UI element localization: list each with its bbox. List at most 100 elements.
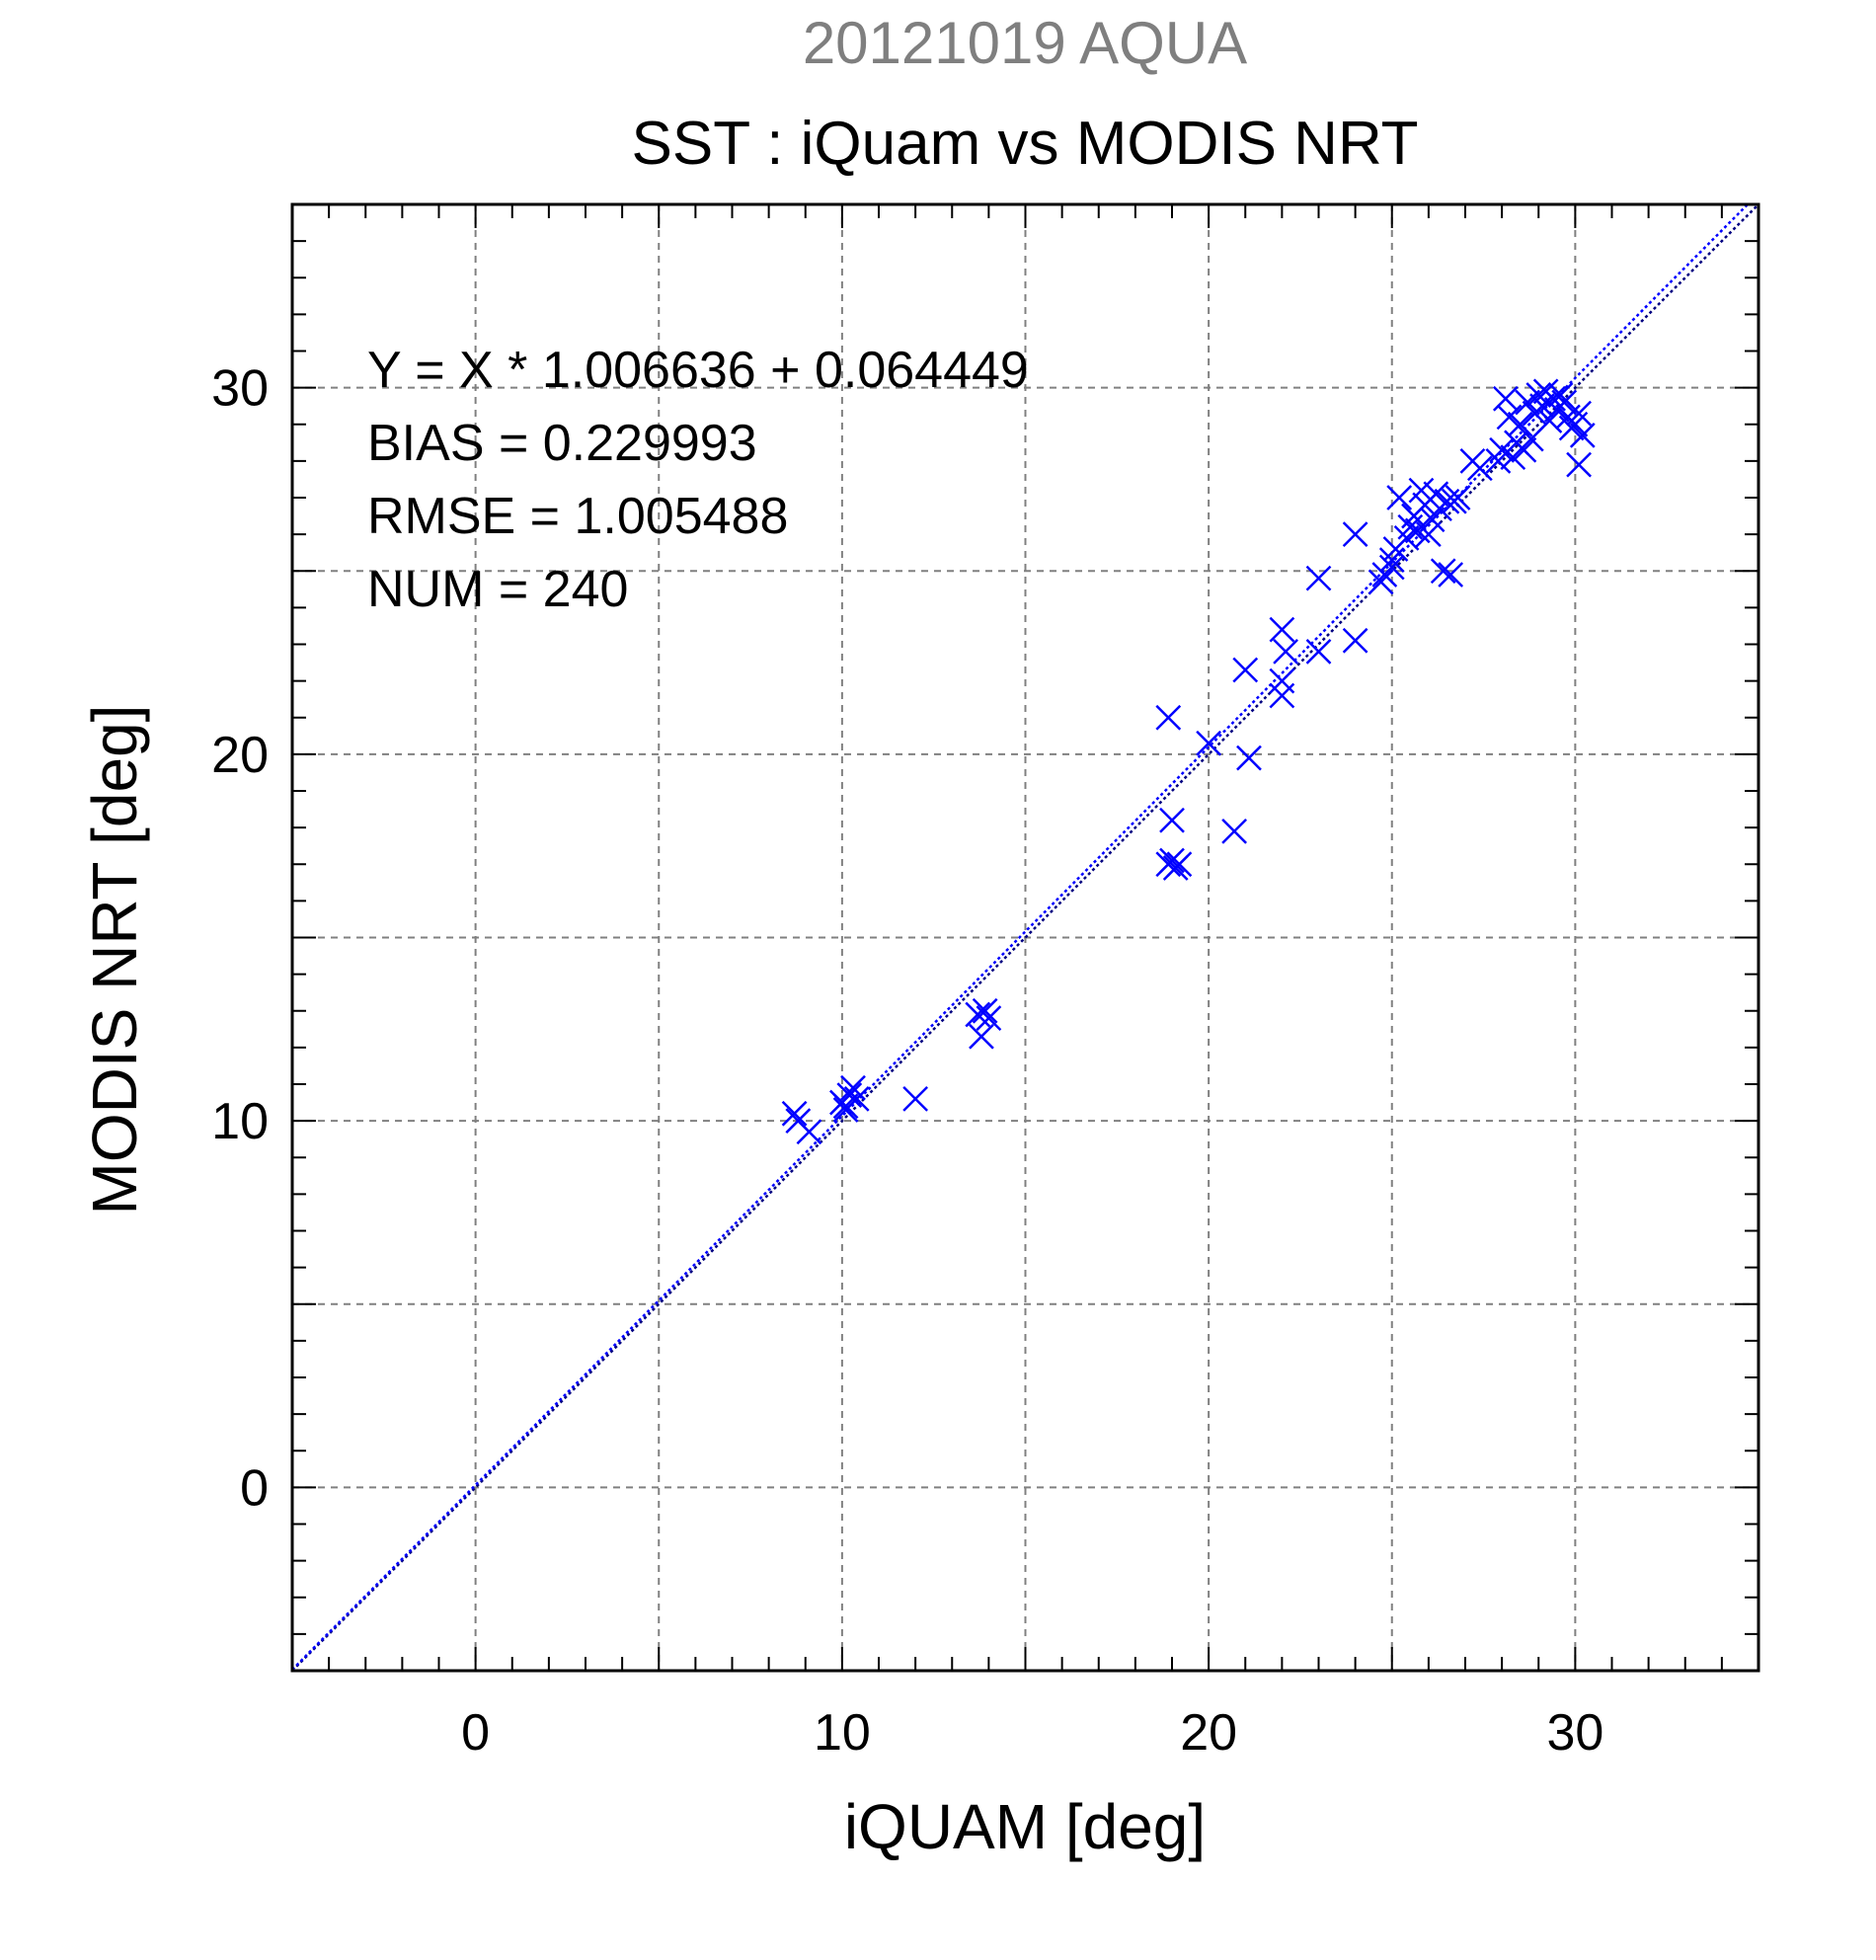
regression-lines	[292, 204, 1759, 1671]
identity-line	[292, 204, 1759, 1671]
y-tick-label: 20	[211, 727, 269, 784]
data-point-stroke	[1511, 436, 1537, 463]
data-point	[976, 1005, 1002, 1032]
data-point	[781, 1100, 808, 1127]
data-point	[1236, 745, 1262, 771]
data-point-stroke	[1419, 507, 1446, 533]
data-point-stroke	[902, 1085, 929, 1112]
data-point-stroke	[796, 1119, 822, 1145]
stats-num: NUM = 240	[367, 561, 628, 618]
data-point	[1529, 393, 1555, 420]
data-point	[1342, 521, 1368, 548]
y-tick-label: 10	[211, 1093, 269, 1150]
data-point-stroke	[1155, 704, 1182, 731]
data-point	[1269, 667, 1295, 694]
stats-rmse: RMSE = 1.005488	[367, 488, 788, 545]
date-title: 20121019 AQUA	[803, 10, 1247, 76]
data-point-stroke	[1430, 558, 1456, 585]
data-point	[1232, 657, 1259, 683]
data-point	[1507, 411, 1533, 437]
data-point-stroke	[1525, 382, 1552, 408]
data-point-stroke	[1547, 382, 1574, 408]
data-point	[1492, 385, 1519, 412]
data-point-stroke	[1404, 517, 1431, 544]
data-point	[1430, 558, 1456, 585]
plot-frame	[290, 202, 1760, 1673]
data-point	[1386, 485, 1413, 510]
data-point-stroke	[1438, 562, 1464, 588]
y-tick-label: 30	[211, 360, 269, 418]
data-point-stroke	[969, 1023, 994, 1050]
data-point-stroke	[1378, 554, 1405, 581]
stats-fit-equation: Y = X * 1.006636 + 0.064449	[367, 342, 1029, 399]
data-point-stroke	[1566, 400, 1592, 427]
data-point	[972, 997, 998, 1024]
data-point	[1273, 639, 1298, 665]
data-point-stroke	[1569, 423, 1596, 448]
data-point	[1445, 485, 1471, 510]
data-point-stroke	[1507, 411, 1533, 437]
data-point	[1155, 704, 1182, 731]
tick-labels: 0 10 20 30 0 10 20 30	[211, 360, 1603, 1762]
data-point-stroke	[1342, 521, 1368, 548]
data-point-stroke	[1269, 616, 1295, 643]
data-point	[1496, 404, 1523, 431]
data-point	[1368, 569, 1394, 595]
data-point	[1551, 389, 1578, 416]
y-axis-label: MODIS NRT [deg]	[79, 705, 150, 1215]
x-tick-label: 20	[1180, 1704, 1237, 1762]
data-point	[1305, 565, 1332, 591]
data-point	[1566, 451, 1592, 478]
stats-bias: BIAS = 0.229993	[367, 415, 757, 472]
data-point-stroke	[972, 997, 998, 1024]
data-point-stroke	[1159, 847, 1185, 874]
data-point-stroke	[1466, 455, 1493, 482]
data-point	[1166, 851, 1193, 878]
x-axis-label: iQUAM [deg]	[844, 1791, 1206, 1862]
y-tick-label: 0	[240, 1459, 269, 1517]
data-point-stroke	[1159, 807, 1185, 833]
data-point	[1159, 807, 1185, 833]
data-point	[1342, 627, 1368, 654]
data-point-stroke	[1305, 565, 1332, 591]
data-point	[1419, 507, 1446, 533]
data-point	[1423, 481, 1449, 508]
data-point-stroke	[1221, 818, 1247, 844]
data-point-stroke	[1529, 393, 1555, 420]
data-point-stroke	[1423, 481, 1449, 508]
x-tick-label: 30	[1546, 1704, 1603, 1762]
data-point	[1511, 436, 1537, 463]
data-point	[843, 1085, 870, 1112]
data-point-stroke	[1305, 639, 1332, 665]
data-point	[1269, 682, 1295, 709]
data-point	[1415, 521, 1442, 548]
data-point-stroke	[1166, 851, 1193, 878]
data-point	[1438, 562, 1464, 588]
data-point	[1466, 455, 1493, 482]
data-point	[902, 1085, 929, 1112]
data-point-stroke	[840, 1074, 866, 1101]
data-points	[781, 378, 1596, 1145]
chart-title: SST : iQuam vs MODIS NRT	[632, 110, 1419, 178]
data-point-stroke	[1445, 485, 1471, 510]
data-point-stroke	[976, 1005, 1002, 1032]
data-point-stroke	[1496, 404, 1523, 431]
data-point-stroke	[781, 1100, 808, 1127]
data-point-stroke	[832, 1093, 859, 1120]
data-point-stroke	[1342, 627, 1368, 654]
data-point-stroke	[1196, 730, 1222, 756]
data-point	[1489, 436, 1516, 463]
data-point-stroke	[1408, 477, 1435, 504]
data-point	[1159, 847, 1185, 874]
stats-annotation: Y = X * 1.006636 + 0.064449 BIAS = 0.229…	[367, 342, 1029, 618]
data-point-stroke	[1551, 389, 1578, 416]
grid-lines	[292, 204, 1759, 1671]
x-tick-label: 0	[461, 1704, 490, 1762]
data-point-stroke	[1566, 451, 1592, 478]
data-point-stroke	[1415, 521, 1442, 548]
data-point	[969, 1023, 994, 1050]
x-tick-label: 10	[814, 1704, 871, 1762]
data-point	[1269, 616, 1295, 643]
data-point-stroke	[1540, 385, 1566, 412]
